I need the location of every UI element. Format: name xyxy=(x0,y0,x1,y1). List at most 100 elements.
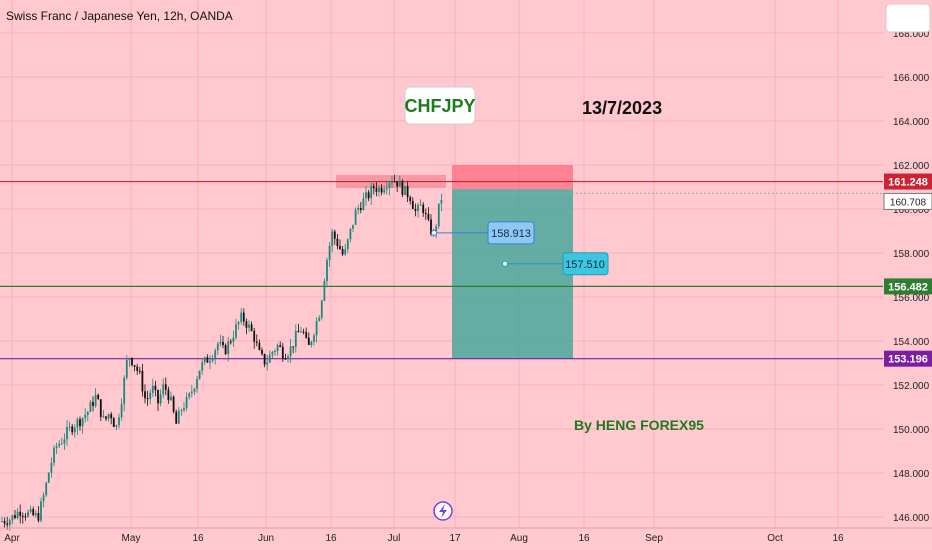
candle-body xyxy=(362,198,365,211)
candle-body xyxy=(196,379,198,389)
candle-body xyxy=(398,180,401,187)
x-axis-labels: Apr May 16 Jun 16 Jul 17 Aug 16 Sep Oct 16 xyxy=(4,533,844,544)
candle-body xyxy=(318,317,321,322)
candle-body xyxy=(60,443,63,445)
x-tick-label: 16 xyxy=(578,533,590,544)
candle-body xyxy=(266,362,269,365)
y-tick-label: 158.000 xyxy=(893,249,930,260)
candle-body xyxy=(120,404,123,418)
y-tick-label: 154.000 xyxy=(893,337,930,348)
x-tick-label: 16 xyxy=(192,533,204,544)
candle-body xyxy=(159,394,162,404)
x-tick-label: Oct xyxy=(767,533,783,544)
symbol-label-box xyxy=(404,86,476,125)
candle-body xyxy=(29,509,32,512)
callout-box[interactable] xyxy=(487,221,535,245)
x-tick-label: 16 xyxy=(325,533,337,544)
price-callouts[interactable]: 158.913 157.510 xyxy=(431,221,609,276)
candle-body xyxy=(112,418,115,427)
horizontal-lines[interactable] xyxy=(0,180,883,360)
candle-body xyxy=(411,200,414,209)
candle-body xyxy=(24,516,27,518)
candle-body xyxy=(232,337,235,342)
candle-body xyxy=(180,410,183,412)
candle-body xyxy=(378,187,380,192)
candle-body xyxy=(333,231,336,239)
symbol-label-text: CHFJPY xyxy=(404,96,475,116)
scale-button[interactable] xyxy=(885,3,931,33)
candle-body xyxy=(198,370,201,380)
y-tick-label: 168.000 xyxy=(893,29,930,40)
candle-body xyxy=(141,370,144,392)
y-tick-label: 150.000 xyxy=(893,425,930,436)
candle-body xyxy=(219,342,222,344)
y-tick-label: 146.000 xyxy=(893,513,930,524)
callout-anchor xyxy=(431,229,437,236)
candle-body xyxy=(172,396,175,412)
candle-body xyxy=(367,192,370,199)
candle-body xyxy=(383,189,386,193)
candle-body xyxy=(279,345,282,347)
candle-body xyxy=(86,411,89,416)
candle-body xyxy=(131,357,133,366)
callout-box[interactable] xyxy=(562,252,609,276)
candle-body xyxy=(133,365,136,367)
candle-body xyxy=(110,414,113,419)
candle-body xyxy=(320,300,323,318)
lightning-icon[interactable] xyxy=(433,501,453,521)
candle-body xyxy=(102,416,105,418)
candle-body xyxy=(45,482,48,496)
candle-body xyxy=(105,416,107,419)
x-tick-label: 17 xyxy=(449,533,461,544)
chart-title: Swiss Franc / Japanese Yen, 12h, OANDA xyxy=(6,9,233,23)
candle-body xyxy=(11,515,14,521)
x-tick-label: Jun xyxy=(258,533,274,544)
candle-body xyxy=(27,511,29,517)
price-tag-label: 156.482 xyxy=(888,281,928,293)
candle-body xyxy=(123,377,126,405)
candle-body xyxy=(209,360,211,363)
x-tick-label: Sep xyxy=(645,533,663,544)
candle-body xyxy=(79,419,81,427)
candle-body xyxy=(354,209,357,225)
candle-body xyxy=(66,426,68,440)
candle-body xyxy=(422,204,425,214)
price-tags: 161.248 156.482 153.196 160.708 xyxy=(883,173,932,367)
y-tick-label: 148.000 xyxy=(893,469,930,480)
candle-body xyxy=(302,331,305,333)
y-tick-label: 162.000 xyxy=(893,161,930,172)
candle-body xyxy=(167,389,170,401)
candle-body xyxy=(380,187,383,193)
candle-body xyxy=(193,388,196,392)
candle-body xyxy=(14,515,16,519)
candle-body xyxy=(323,281,326,301)
price-tag-label: 161.248 xyxy=(888,177,928,189)
candle-body xyxy=(222,342,224,346)
current-price-tag xyxy=(883,192,932,210)
stop-loss-zone[interactable] xyxy=(452,165,573,190)
candle-body xyxy=(336,238,339,247)
date-label: 13/7/2023 xyxy=(582,98,662,118)
candle-body xyxy=(8,520,11,525)
candle-body xyxy=(211,358,214,361)
candle-body xyxy=(63,439,66,444)
candle-body xyxy=(326,259,328,282)
candle-body xyxy=(242,312,245,322)
candle-body xyxy=(188,393,191,398)
candle-body xyxy=(47,472,50,483)
candle-body xyxy=(258,342,261,351)
candle-body xyxy=(99,399,102,417)
candle-body xyxy=(3,521,6,524)
candle-body xyxy=(352,224,354,229)
candle-body xyxy=(203,357,206,363)
candle-body xyxy=(107,414,110,419)
candle-body xyxy=(287,356,289,360)
candle-body xyxy=(128,357,131,360)
candle-body xyxy=(375,188,378,192)
price-tag xyxy=(884,173,932,190)
candle-body xyxy=(430,219,432,234)
candle-body xyxy=(227,341,230,355)
take-profit-zone[interactable] xyxy=(452,189,573,359)
callout-anchor xyxy=(502,260,508,267)
y-axis-labels: 146.000 148.000 150.000 152.000 154.000 156.0… xyxy=(893,29,930,524)
